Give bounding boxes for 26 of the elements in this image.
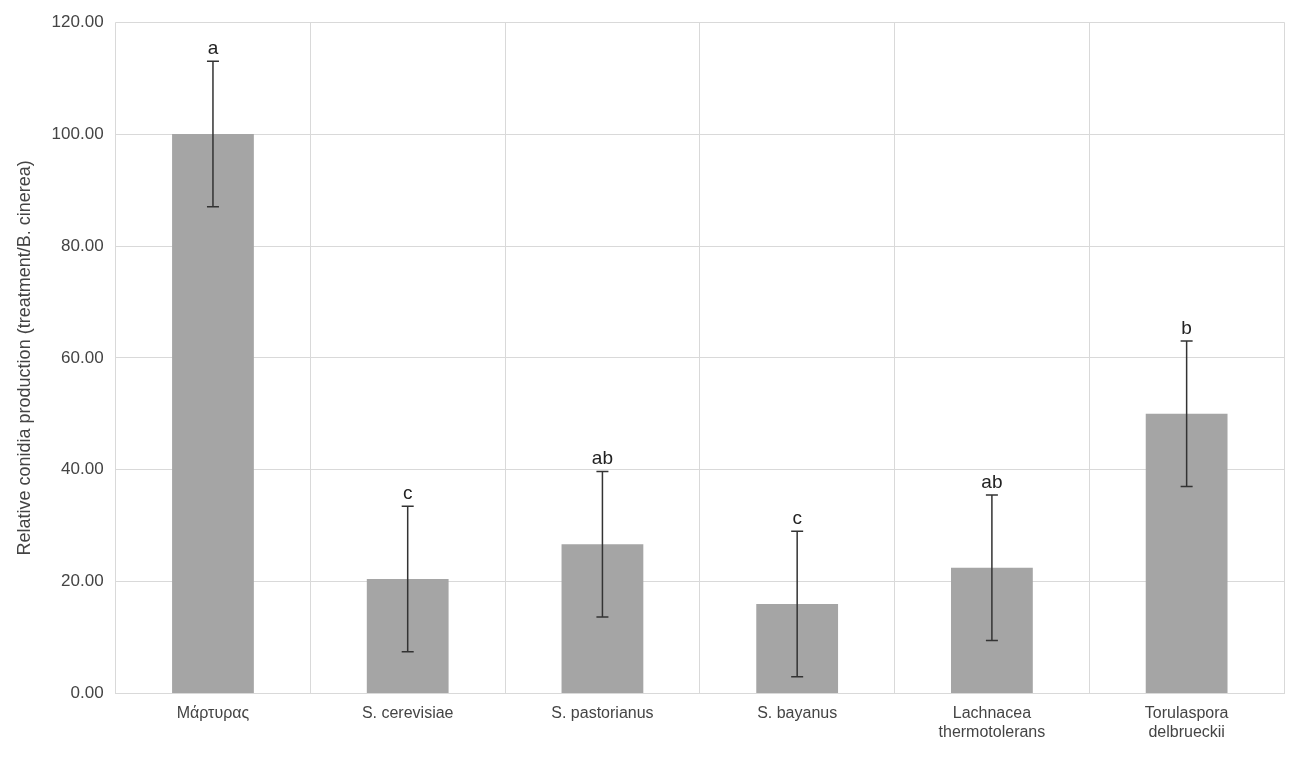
y-tick-label: 120.00 — [51, 11, 104, 31]
annotation: ab — [591, 447, 613, 469]
bar — [1145, 413, 1228, 694]
bar — [172, 134, 254, 694]
bar — [366, 578, 449, 694]
annotation: c — [792, 507, 802, 529]
annotation: b — [1181, 316, 1192, 338]
y-tick-label: 20.00 — [61, 571, 104, 591]
annotation: ab — [981, 470, 1003, 492]
annotation: a — [207, 37, 219, 59]
bar — [951, 567, 1033, 694]
y-tick-label: 100.00 — [51, 123, 104, 143]
y-axis-title: Relative conidia production (treatment/B. cinerea) — [13, 160, 34, 556]
y-tick-label: 0.00 — [70, 683, 104, 703]
y-tick-label: 60.00 — [61, 347, 104, 367]
bar — [756, 604, 839, 694]
annotation: c — [402, 481, 413, 503]
x-tick-label: Torulaspora delbrueckii — [1144, 703, 1229, 740]
x-tick-label: Lachnacea thermotolerans — [938, 703, 1046, 740]
y-tick-label: 80.00 — [61, 235, 104, 255]
x-tick-label: S. pastorianus — [551, 703, 654, 721]
bar — [561, 544, 644, 694]
x-tick-label: S. cerevisiae — [361, 703, 454, 721]
x-tick-label: Μάρτυρας — [176, 703, 250, 721]
x-tick-label: S. bayanus — [757, 703, 838, 721]
y-tick-label: 40.00 — [61, 459, 104, 479]
